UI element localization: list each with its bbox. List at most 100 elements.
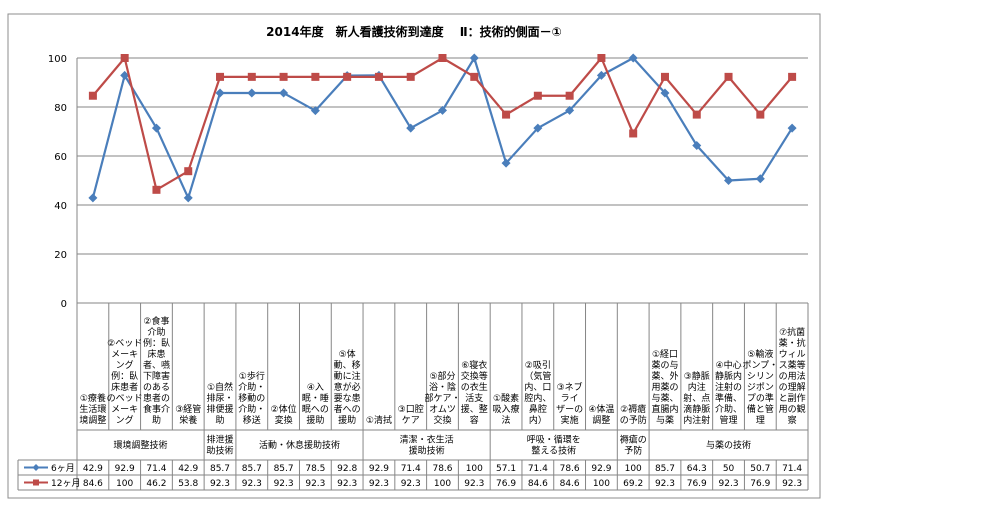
category-label-line: ウィル (779, 349, 806, 360)
data-table-value: 53.8 (178, 479, 198, 489)
data-point (120, 70, 130, 80)
data-table-value: 92.9 (115, 464, 135, 474)
category-label: ⑥寝衣交換等の衣生活支援、整容 (461, 359, 488, 426)
category-label: ⑤部分浴・陰部ケア・オムツ交換 (424, 370, 460, 426)
data-table-value: 85.7 (210, 464, 230, 474)
data-table-value: 92.3 (305, 479, 325, 489)
category-label-line: オムツ (429, 404, 456, 415)
data-table-value: 92.9 (369, 464, 389, 474)
category-label-line: ②ベッド (107, 339, 142, 349)
category-label-line: 吸入療 (493, 403, 520, 415)
data-point (88, 193, 98, 203)
legend-entry: 12ヶ月 (51, 478, 80, 489)
data-point (374, 72, 383, 81)
data-table-value: 85.7 (242, 464, 262, 474)
category-label-line: 床患者 (111, 381, 138, 393)
data-point (788, 72, 797, 81)
group-label: 清潔・衣生活援助技術 (400, 434, 454, 457)
category-label-line: ⑤輸液 (747, 348, 773, 360)
group-label: 排泄援助技術 (207, 434, 234, 457)
data-point (470, 72, 479, 81)
data-point (311, 72, 320, 81)
y-tick-label: 60 (54, 152, 67, 163)
category-label-line: 準備、 (715, 392, 742, 404)
category-label-line: 援、整 (461, 403, 488, 415)
data-point (660, 88, 670, 98)
category-label-line: プの準 (747, 392, 774, 404)
category-label-line: 例：臥 (143, 337, 170, 349)
category-label-line: 生活環 (79, 403, 106, 415)
data-point (692, 140, 702, 150)
category-label-line: ①歩行 (239, 370, 265, 382)
y-tick-label: 20 (54, 250, 67, 261)
data-point (692, 110, 701, 119)
data-point (724, 176, 734, 185)
group-label-line: 予防 (624, 445, 642, 457)
category-label-line: 備と管 (747, 403, 774, 415)
data-table-value: 76.9 (750, 479, 770, 489)
category-label: ④体温調整 (588, 403, 614, 426)
category-label-line: シリン (747, 372, 774, 382)
category-label-line: 例：臥 (111, 370, 138, 382)
category-label-line: 調整 (592, 414, 610, 426)
category-label-line: ①酸素 (493, 392, 519, 404)
data-point (565, 105, 575, 115)
chart-frame (7, 13, 821, 499)
data-table-value: 92.3 (369, 479, 389, 489)
group-label-line: 与薬の技術 (706, 439, 751, 451)
y-tick-label: 80 (54, 103, 67, 114)
category-label: ③静脈内注射、点滴静脈内注射 (683, 370, 710, 426)
category-label-line: ング (116, 359, 134, 371)
category-label-line: ②食事 (143, 315, 169, 327)
category-label-line: 栄養 (179, 414, 197, 426)
group-label: 環境調整技術 (114, 439, 168, 451)
data-table-value: 85.7 (274, 464, 294, 474)
category-label-line: 射、点 (683, 392, 710, 404)
category-label-line: 鼻腔 (529, 403, 547, 415)
category-label-line: メーキ (111, 350, 138, 360)
data-table-value: 42.9 (178, 464, 198, 474)
group-label-line: 援助技術 (409, 445, 445, 457)
category-label-line: 法 (502, 414, 511, 426)
legend-entry: 6ヶ月 (51, 463, 75, 474)
category-label-line: 動に注 (334, 370, 361, 382)
category-label-line: 与薬 (656, 414, 674, 426)
category-label-line: 援助 (306, 414, 324, 426)
category-label-line: 者、嚥 (143, 359, 170, 371)
category-label: ②ベッドメーキング例：臥床患者のベッドメーキング (107, 339, 143, 426)
category-label-line: の衣生 (461, 381, 488, 393)
data-table-value: 100 (434, 479, 451, 489)
category-label-line: 介助・ (238, 381, 265, 393)
group-label-line: 清潔・衣生活 (400, 434, 454, 446)
data-point (502, 110, 511, 119)
data-point (215, 88, 225, 98)
category-label-line: 腔内、 (524, 392, 551, 404)
data-table-value: 64.3 (687, 464, 707, 474)
category-label-line: 注射の (715, 381, 742, 393)
category-label: ①歩行介助・移動の介助・移送 (238, 370, 265, 426)
data-point (120, 54, 129, 62)
data-point (247, 88, 257, 98)
category-label-line: 下障害 (143, 370, 170, 382)
data-table-value: 92.3 (401, 479, 421, 489)
data-table-value: 92.9 (591, 464, 611, 474)
category-label-line: ①療養 (80, 392, 106, 404)
category-label-line: 内注 (688, 381, 706, 393)
data-table-value: 69.2 (623, 479, 643, 489)
data-point (183, 193, 193, 203)
category-label-line: ④入 (307, 382, 324, 393)
data-point (279, 72, 288, 81)
data-point (787, 123, 797, 133)
data-table-value: 100 (593, 479, 610, 489)
data-table-value: 92.3 (242, 479, 262, 489)
data-table-value: 100 (466, 464, 483, 474)
group-label-line: 呼吸・循環を (527, 434, 581, 446)
data-table-value: 71.4 (528, 464, 548, 474)
category-label-line: ケア (402, 415, 420, 426)
category-label-line: 部ケア・ (424, 392, 460, 404)
category-label-line: ①自然 (207, 381, 233, 393)
category-label-line: 薬・抗 (779, 337, 806, 349)
category-label-line: のベッド (107, 394, 143, 404)
data-table-value: 92.3 (464, 479, 484, 489)
data-point (216, 72, 225, 81)
